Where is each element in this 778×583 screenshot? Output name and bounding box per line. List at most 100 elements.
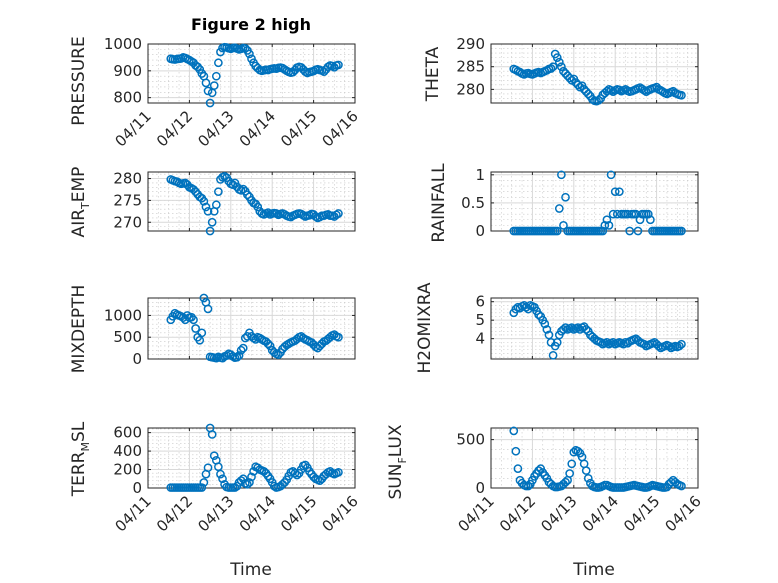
data-point — [513, 464, 523, 473]
ylabel-pressure: PRESSURE — [69, 36, 89, 125]
y-tick-label: 600 — [113, 424, 142, 442]
data-point — [602, 338, 612, 347]
data-point — [546, 64, 556, 73]
data-point — [253, 202, 263, 212]
x-tick-label: 04/12 — [153, 107, 196, 150]
data-point — [203, 86, 213, 96]
y-tick-label: 500 — [113, 328, 142, 346]
data-point — [214, 187, 223, 197]
y-tick-label: 500 — [456, 431, 485, 449]
data-point — [534, 310, 543, 319]
ylabel-h2omixra: H2OMIXRA — [415, 282, 435, 373]
mixdepth-axes: 0 500 1000 — [104, 293, 356, 368]
data-point — [552, 226, 562, 236]
data-point — [209, 451, 219, 461]
data-point — [548, 62, 558, 72]
y-tick-label: 1000 — [104, 35, 142, 53]
y-tick-label: 0 — [475, 479, 485, 497]
y-tick-label: 5 — [475, 311, 485, 329]
x-tick-label: 04/11 — [112, 492, 155, 535]
data-point — [207, 217, 217, 227]
data-point — [334, 209, 343, 218]
data-point — [664, 341, 674, 351]
data-point — [238, 474, 248, 484]
data-point — [274, 350, 283, 359]
data-point — [646, 215, 655, 225]
data-point — [222, 351, 232, 360]
x-tick-label: 04/13 — [194, 492, 237, 535]
axes-frame — [147, 297, 356, 360]
data-point — [292, 470, 302, 480]
ylabel-air-temp-rest: EMP — [69, 167, 89, 203]
ylabel-air-temp-sub: T — [79, 202, 92, 210]
y-tick-label: 4 — [475, 330, 485, 348]
data-point — [247, 472, 256, 482]
ylabel-mixdepth: MIXDEPTH — [69, 285, 89, 374]
data-point — [625, 226, 635, 236]
x-tick-label: 04/11 — [455, 492, 498, 535]
data-point — [561, 192, 570, 202]
data-point — [334, 60, 343, 70]
data-point — [559, 221, 568, 230]
data-point — [199, 196, 209, 206]
data-point — [197, 483, 207, 492]
data-point — [677, 226, 686, 236]
axes-frame — [147, 171, 356, 232]
data-point — [602, 215, 612, 225]
data-point — [189, 315, 198, 325]
data-point — [559, 325, 568, 334]
data-point — [234, 351, 244, 360]
data-point — [610, 187, 620, 197]
x-tick-label: 04/14 — [236, 492, 279, 535]
data-point — [207, 430, 217, 439]
data-point — [581, 466, 591, 475]
x-tick-label: 04/12 — [496, 492, 539, 535]
data-point — [583, 473, 593, 483]
data-point — [218, 474, 227, 484]
y-tick-label: 275 — [113, 191, 142, 209]
ylabel-terr-msl-sub: M — [79, 442, 92, 452]
data-point — [565, 469, 575, 478]
data-point — [290, 468, 300, 478]
x-tick-label: 04/14 — [236, 107, 279, 150]
data-point — [243, 190, 252, 200]
x-tick-label: 04/16 — [319, 107, 362, 150]
data-point — [182, 311, 192, 320]
x-tick-label: 04/12 — [153, 492, 196, 535]
y-tick-label: 900 — [113, 62, 142, 80]
data-point — [203, 304, 213, 314]
data-point — [205, 226, 215, 236]
data-point — [245, 478, 254, 487]
data-point — [631, 209, 641, 219]
ylabel-rainfall: RAINFALL — [429, 163, 449, 243]
x-tick-label: 04/16 — [662, 492, 705, 535]
y-tick-label: 290 — [456, 35, 485, 53]
data-point — [569, 447, 579, 457]
data-point — [573, 80, 583, 90]
data-point — [557, 170, 566, 180]
x-tick-label: 04/13 — [537, 492, 580, 535]
data-point — [567, 459, 577, 469]
data-point — [232, 352, 242, 362]
data-point — [509, 426, 519, 436]
data-point — [654, 341, 664, 351]
data-point — [228, 180, 238, 190]
data-point — [548, 350, 558, 360]
data-point — [211, 200, 221, 210]
data-point — [216, 469, 225, 479]
data-point — [238, 184, 248, 194]
data-point — [581, 325, 591, 334]
data-point — [209, 81, 219, 90]
data-point — [554, 204, 564, 213]
data-point — [557, 62, 566, 72]
data-point — [263, 339, 273, 349]
rainfall-axes: 00.51 — [461, 166, 699, 240]
data-point — [251, 335, 260, 344]
y-tick-label: 280 — [113, 170, 142, 188]
y-tick-label: 0 — [132, 479, 142, 497]
data-point — [598, 226, 608, 236]
data-point — [604, 221, 614, 230]
data-point — [523, 481, 533, 491]
